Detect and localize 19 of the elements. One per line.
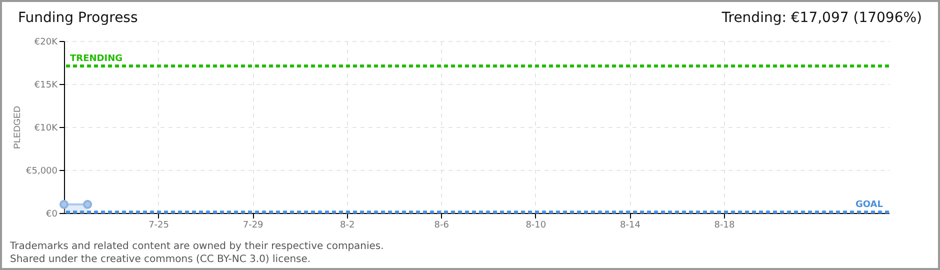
x-tick-label: 8-2 — [340, 220, 355, 230]
x-tick-label: 8-6 — [434, 220, 450, 230]
chart-subtitle: Trending: €17,097 (17096%) — [722, 10, 922, 28]
x-tick-label: 8-18 — [714, 220, 735, 230]
x-tick-label: 8-14 — [620, 220, 641, 230]
text: Trademarks and related content are owned by their respective companies. — [10, 240, 384, 253]
y-tick-label: €10K — [34, 124, 59, 134]
x-tick-label: 7-29 — [242, 220, 264, 230]
x-tick-label: 8-10 — [526, 220, 546, 230]
y-axis-title: PLEDGED — [12, 105, 22, 150]
x-tick-label: 7-25 — [148, 220, 170, 230]
ref-line-label: GOAL — [856, 200, 884, 210]
ref-line-label: TRENDING — [70, 54, 122, 64]
y-tick-label: €15K — [34, 80, 59, 90]
y-tick-label: €0 — [46, 210, 58, 220]
chart-title: Funding Progress — [18, 10, 138, 28]
text: Shared under the creative commons (CC BY-NC 3.0) license. — [10, 253, 312, 266]
y-tick-label: €20K — [34, 38, 59, 48]
y-tick-label: €5,000 — [26, 166, 58, 176]
